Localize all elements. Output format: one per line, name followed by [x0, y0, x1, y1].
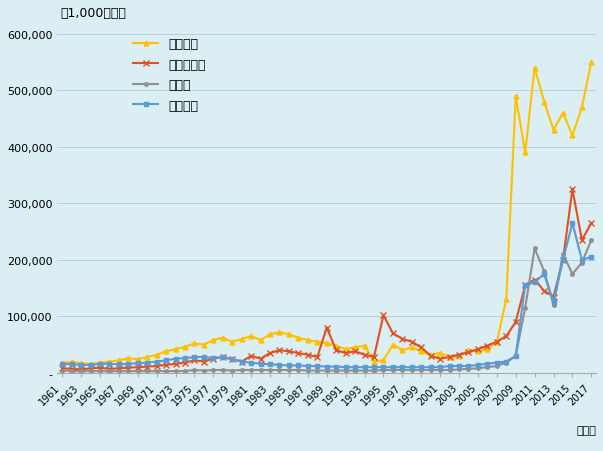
オレンジ — [210, 337, 217, 343]
Line: オレンジ: オレンジ — [60, 60, 594, 366]
ブドウ — [427, 368, 434, 373]
タマネギ — [200, 354, 207, 360]
オレンジ — [437, 350, 444, 356]
タマネギ — [588, 255, 595, 260]
ブドウ — [87, 368, 94, 374]
Line: ジャガイモ: ジャガイモ — [59, 187, 594, 373]
ジャガイモ — [437, 356, 444, 362]
ジャガイモ — [210, 356, 217, 362]
タマネギ — [569, 221, 576, 226]
Line: ブドウ: ブドウ — [60, 239, 593, 373]
ジャガイモ — [58, 366, 66, 371]
オレンジ — [96, 360, 104, 366]
ブドウ — [295, 368, 302, 373]
ジャガイモ — [87, 366, 94, 371]
オレンジ — [427, 352, 434, 358]
オレンジ — [87, 361, 94, 367]
オレンジ — [295, 335, 302, 341]
ジャガイモ — [295, 350, 302, 356]
ブドウ — [210, 368, 217, 373]
Legend: オレンジ, ジャガイモ, ブドウ, タマネギ: オレンジ, ジャガイモ, ブドウ, タマネギ — [128, 33, 211, 117]
ジャガイモ — [96, 365, 104, 371]
ブドウ — [588, 238, 595, 243]
ブドウ — [58, 368, 66, 373]
ブドウ — [437, 368, 444, 373]
ジャガイモ — [588, 221, 595, 226]
タマネギ — [58, 361, 66, 367]
ブドウ — [77, 368, 84, 374]
タマネギ — [427, 365, 434, 370]
ジャガイモ — [77, 367, 84, 373]
ブドウ — [96, 368, 104, 374]
Text: （年）: （年） — [576, 425, 596, 435]
オレンジ — [588, 60, 595, 65]
Line: タマネギ: タマネギ — [60, 221, 593, 369]
オレンジ — [58, 360, 66, 366]
タマネギ — [77, 363, 84, 368]
タマネギ — [437, 365, 444, 370]
ジャガイモ — [427, 354, 434, 359]
タマネギ — [342, 365, 349, 370]
タマネギ — [87, 363, 94, 368]
ジャガイモ — [569, 187, 576, 193]
Text: （1,000ドル）: （1,000ドル） — [60, 7, 126, 20]
タマネギ — [285, 363, 292, 368]
オレンジ — [77, 361, 84, 366]
